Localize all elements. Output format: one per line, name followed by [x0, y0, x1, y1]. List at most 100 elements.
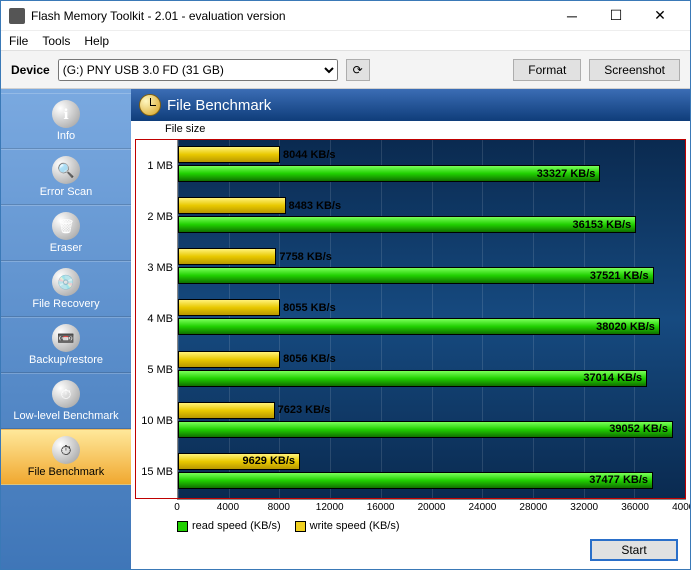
- bar-value-label: 37477 KB/s: [589, 474, 648, 486]
- clock-icon: [139, 94, 161, 116]
- sidebar-item-error-scan[interactable]: 🔍 Error Scan: [1, 149, 131, 205]
- bar-write: 8055 KB/s: [178, 299, 280, 316]
- sidebar-icon: 🗑: [52, 212, 80, 240]
- bar-value-label: 8483 KB/s: [289, 200, 342, 212]
- bar-read: 37521 KB/s: [178, 267, 654, 284]
- sidebar-item-file-benchmark[interactable]: ⏱ File Benchmark: [1, 429, 131, 485]
- bar-write: 8483 KB/s: [178, 197, 286, 214]
- x-tick: 32000: [570, 502, 598, 513]
- sidebar-item-label: File Recovery: [32, 298, 99, 310]
- minimize-button[interactable]: ─: [550, 2, 594, 30]
- bar-value-label: 8055 KB/s: [283, 302, 336, 314]
- y-label: 2 MB: [136, 191, 177, 242]
- maximize-button[interactable]: ☐: [594, 2, 638, 30]
- legend-read-swatch: [177, 521, 188, 532]
- window-title: Flash Memory Toolkit - 2.01 - evaluation…: [31, 9, 550, 23]
- x-axis: 0 4000 8000 12000 16000 20000 24000 28000 32000 3…: [177, 499, 686, 517]
- bar-read: 36153 KB/s: [178, 216, 636, 233]
- sidebar-icon: 🔍: [52, 156, 80, 184]
- app-window: Flash Memory Toolkit - 2.01 - evaluation…: [0, 0, 691, 570]
- y-label: 1 MB: [136, 140, 177, 191]
- bar-value-label: 8056 KB/s: [283, 353, 336, 365]
- menubar: File Tools Help: [1, 31, 690, 51]
- y-labels: 1 MB2 MB3 MB4 MB5 MB10 MB15 MB: [136, 140, 178, 498]
- chart-bars: 8044 KB/s 33327 KB/s 8483 KB/s 36153 KB/s 77…: [178, 140, 685, 498]
- panel-header: File Benchmark: [131, 89, 690, 121]
- screenshot-button[interactable]: Screenshot: [589, 59, 680, 81]
- x-tick: 36000: [621, 502, 649, 513]
- bar-write: 7758 KB/s: [178, 248, 276, 265]
- bar-value-label: 9629 KB/s: [242, 455, 295, 467]
- bar-value-label: 33327 KB/s: [537, 168, 596, 180]
- bar-read: 37014 KB/s: [178, 370, 647, 387]
- titlebar: Flash Memory Toolkit - 2.01 - evaluation…: [1, 1, 690, 31]
- bar-value-label: 37014 KB/s: [583, 372, 642, 384]
- x-tick: 4000: [217, 502, 239, 513]
- bar-value-label: 36153 KB/s: [573, 219, 632, 231]
- x-tick: 0: [174, 502, 180, 513]
- footer: Start: [135, 535, 686, 565]
- toolbar: Device (G:) PNY USB 3.0 FD (31 GB) ⟳ For…: [1, 51, 690, 89]
- x-tick: 24000: [468, 502, 496, 513]
- x-tick: 12000: [316, 502, 344, 513]
- bar-read: 33327 KB/s: [178, 165, 600, 182]
- benchmark-chart: 1 MB2 MB3 MB4 MB5 MB10 MB15 MB 8044 KB/s…: [135, 139, 686, 499]
- sidebar-icon: ⏱: [52, 380, 80, 408]
- legend-write-swatch: [295, 521, 306, 532]
- sidebar-item-backup-restore[interactable]: 📼 Backup/restore: [1, 317, 131, 373]
- bar-read: 38020 KB/s: [178, 318, 660, 335]
- bar-write: 9629 KB/s: [178, 453, 300, 470]
- bar-value-label: 7758 KB/s: [279, 251, 332, 263]
- device-label: Device: [11, 63, 50, 77]
- y-label: 5 MB: [136, 345, 177, 396]
- menu-file[interactable]: File: [9, 34, 28, 48]
- format-button[interactable]: Format: [513, 59, 581, 81]
- bar-value-label: 39052 KB/s: [609, 423, 668, 435]
- y-label: 10 MB: [136, 396, 177, 447]
- app-icon: [9, 8, 25, 24]
- legend: read speed (KB/s) write speed (KB/s): [177, 517, 686, 535]
- x-tick: 16000: [367, 502, 395, 513]
- x-tick: 8000: [268, 502, 290, 513]
- device-select[interactable]: (G:) PNY USB 3.0 FD (31 GB): [58, 59, 338, 81]
- sidebar-item-info[interactable]: ℹ Info: [1, 93, 131, 149]
- legend-write-label: write speed (KB/s): [310, 520, 400, 532]
- sidebar-icon: ℹ: [52, 100, 80, 128]
- sidebar-item-label: Error Scan: [40, 186, 93, 198]
- sidebar-item-file-recovery[interactable]: 💿 File Recovery: [1, 261, 131, 317]
- bar-write: 8044 KB/s: [178, 146, 280, 163]
- sidebar-icon: 📼: [52, 324, 80, 352]
- bar-write: 8056 KB/s: [178, 351, 280, 368]
- panel-title: File Benchmark: [167, 97, 271, 114]
- sidebar: ℹ Info 🔍 Error Scan 🗑 Eraser 💿 File Recovery 📼 Ba…: [1, 89, 131, 569]
- sidebar-item-label: Low-level Benchmark: [13, 410, 118, 422]
- bar-value-label: 7623 KB/s: [278, 404, 331, 416]
- close-button[interactable]: ✕: [638, 2, 682, 30]
- x-tick: 40000: [672, 502, 690, 513]
- y-label: 4 MB: [136, 293, 177, 344]
- x-tick: 20000: [418, 502, 446, 513]
- sidebar-item-eraser[interactable]: 🗑 Eraser: [1, 205, 131, 261]
- y-axis-title: File size: [135, 123, 686, 139]
- sidebar-item-label: Eraser: [50, 242, 82, 254]
- bar-value-label: 38020 KB/s: [596, 321, 655, 333]
- menu-tools[interactable]: Tools: [42, 34, 70, 48]
- bar-value-label: 37521 KB/s: [590, 270, 649, 282]
- y-label: 3 MB: [136, 242, 177, 293]
- sidebar-item-label: Info: [57, 130, 75, 142]
- sidebar-item-label: File Benchmark: [28, 466, 104, 478]
- bar-read: 37477 KB/s: [178, 472, 653, 489]
- menu-help[interactable]: Help: [84, 34, 109, 48]
- bar-read: 39052 KB/s: [178, 421, 673, 438]
- sidebar-icon: ⏱: [52, 436, 80, 464]
- y-label: 15 MB: [136, 447, 177, 498]
- bar-value-label: 8044 KB/s: [283, 149, 336, 161]
- sidebar-item-low-level-benchmark[interactable]: ⏱ Low-level Benchmark: [1, 373, 131, 429]
- legend-read-label: read speed (KB/s): [192, 520, 281, 532]
- sidebar-item-label: Backup/restore: [29, 354, 103, 366]
- bar-write: 7623 KB/s: [178, 402, 275, 419]
- start-button[interactable]: Start: [590, 539, 678, 561]
- sidebar-icon: 💿: [52, 268, 80, 296]
- x-tick: 28000: [519, 502, 547, 513]
- refresh-icon[interactable]: ⟳: [346, 59, 370, 81]
